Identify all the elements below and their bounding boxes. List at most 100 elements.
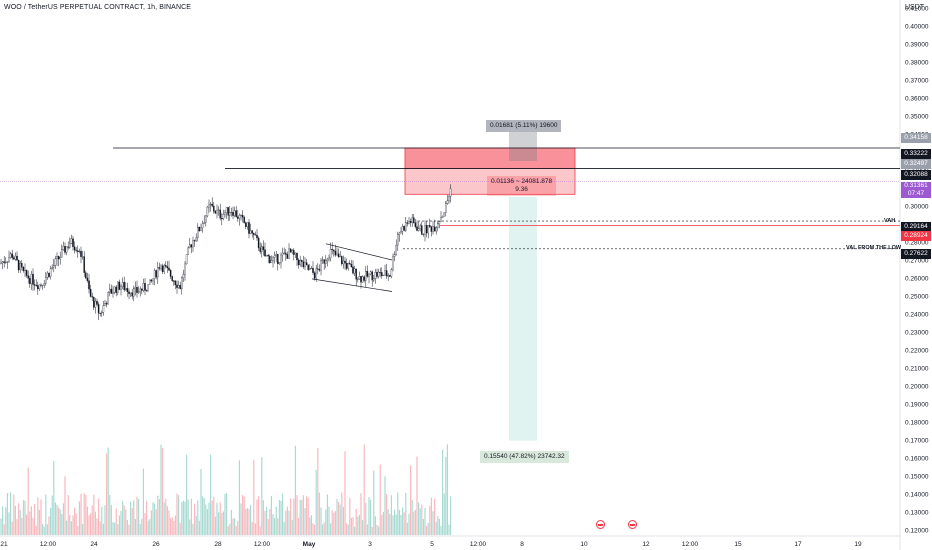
volume-bar bbox=[338, 501, 340, 535]
volume-bar bbox=[195, 516, 197, 535]
volume-bar bbox=[437, 516, 439, 535]
volume-bar bbox=[347, 524, 349, 535]
candle-body bbox=[22, 266, 25, 271]
candle-body bbox=[288, 248, 290, 259]
volume-bar bbox=[107, 447, 109, 535]
volume-bar bbox=[13, 494, 15, 535]
volume-bar bbox=[22, 500, 24, 535]
volume-bar bbox=[214, 516, 216, 535]
economic-event-flag-icon[interactable] bbox=[596, 520, 605, 529]
volume-bar bbox=[147, 520, 149, 535]
x-tick-label: 3 bbox=[368, 541, 372, 548]
candle-body bbox=[96, 300, 98, 305]
x-tick-label: 28 bbox=[214, 541, 222, 548]
candle-body bbox=[398, 232, 401, 235]
candle-body bbox=[136, 287, 138, 293]
candle-body bbox=[291, 249, 293, 253]
candle-body bbox=[176, 284, 178, 288]
candle-body bbox=[341, 256, 343, 265]
volume-bar bbox=[318, 492, 320, 535]
candle-body bbox=[357, 278, 359, 280]
candle-body bbox=[9, 253, 12, 258]
volume-bar bbox=[309, 517, 311, 535]
y-tick-label: 0.41000 bbox=[905, 6, 929, 13]
candle-body bbox=[393, 254, 396, 257]
volume-bar bbox=[3, 524, 5, 535]
candle-body bbox=[400, 231, 402, 234]
candle-body bbox=[448, 196, 450, 202]
volume-bar bbox=[266, 506, 268, 535]
candle-body bbox=[241, 214, 244, 218]
volume-bar bbox=[146, 500, 148, 535]
wedge-lower-line bbox=[311, 278, 393, 292]
volume-bar bbox=[293, 498, 295, 535]
volume-bar bbox=[429, 505, 431, 535]
volume-bar bbox=[64, 476, 66, 535]
volume-bar bbox=[237, 520, 239, 535]
volume-bar bbox=[6, 493, 8, 535]
candle-body bbox=[121, 282, 124, 287]
candle-body bbox=[352, 266, 354, 274]
candle-body bbox=[222, 214, 225, 219]
price-label-upper-line: 0.33222 bbox=[901, 149, 931, 159]
candle-body bbox=[446, 200, 449, 204]
volume-bar bbox=[8, 512, 10, 535]
x-tick-label: 12:00 bbox=[254, 541, 271, 548]
y-tick-label: 0.15000 bbox=[905, 474, 929, 481]
volume-bar bbox=[48, 516, 50, 535]
volume-bar bbox=[450, 496, 452, 535]
y-tick-label: 0.37000 bbox=[905, 78, 929, 85]
candle-body bbox=[397, 234, 399, 246]
y-tick-label: 0.16000 bbox=[905, 456, 929, 463]
volume-bar bbox=[150, 510, 152, 535]
volume-bar bbox=[70, 521, 72, 535]
candle-body bbox=[107, 292, 109, 305]
volume-bar bbox=[66, 520, 68, 535]
volume-bar bbox=[408, 513, 410, 535]
volume-bar bbox=[158, 499, 160, 535]
volume-bar bbox=[0, 518, 2, 535]
volume-bar bbox=[334, 511, 336, 535]
candle-body bbox=[86, 277, 89, 281]
volume-bar bbox=[403, 512, 405, 535]
candle-body bbox=[81, 256, 84, 258]
candle-body bbox=[173, 280, 175, 282]
candle-body bbox=[240, 214, 242, 216]
candle-body bbox=[425, 225, 428, 234]
candle-body bbox=[0, 262, 2, 264]
volume-bar bbox=[440, 525, 442, 535]
volume-bar bbox=[446, 444, 448, 535]
volume-bar bbox=[190, 498, 192, 535]
volume-bar bbox=[251, 522, 253, 535]
volume-bar bbox=[37, 497, 39, 535]
candle-body bbox=[64, 246, 66, 253]
y-tick-label: 0.27000 bbox=[905, 258, 929, 265]
volume-bar bbox=[32, 517, 34, 535]
candle-body bbox=[227, 207, 229, 216]
candle-body bbox=[189, 244, 191, 248]
volume-bar bbox=[136, 496, 138, 535]
candle-body bbox=[59, 257, 61, 260]
candle-body bbox=[443, 212, 445, 217]
candle-body bbox=[254, 234, 257, 236]
candle-body bbox=[337, 253, 340, 257]
candle-body bbox=[441, 215, 444, 218]
volume-bar bbox=[56, 504, 58, 535]
volume-bar bbox=[101, 507, 103, 535]
volume-bar bbox=[54, 502, 56, 535]
volume-bar bbox=[21, 517, 23, 535]
economic-event-flag-icon-2[interactable] bbox=[628, 520, 637, 529]
candle-body bbox=[101, 312, 103, 314]
candle-body bbox=[150, 279, 153, 282]
candle-body bbox=[214, 210, 217, 214]
candle-body bbox=[197, 227, 199, 238]
y-tick-label: 0.19000 bbox=[905, 402, 929, 409]
chart-title[interactable]: WOO / TetherUS PERPETUAL CONTRACT, 1h, B… bbox=[4, 4, 192, 11]
volume-bar bbox=[371, 526, 373, 535]
candle-body bbox=[307, 264, 309, 270]
volume-bar bbox=[198, 520, 200, 535]
y-tick-label: 0.14000 bbox=[905, 492, 929, 499]
candle-body bbox=[272, 257, 274, 261]
y-tick-label: 0.39000 bbox=[905, 42, 929, 49]
